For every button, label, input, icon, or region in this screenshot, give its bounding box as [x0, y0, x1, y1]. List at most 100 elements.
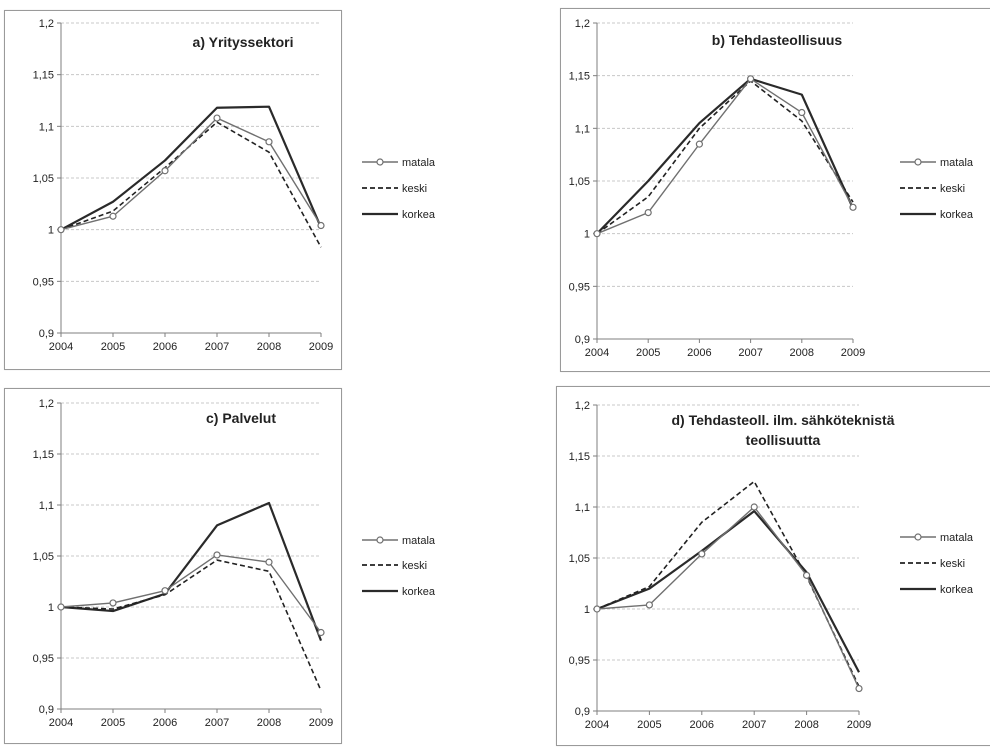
chart-panel-d: 0,9 0,95 1 1,05 1,1 1,15 1,2 2004 2005 2006 2007 20…: [556, 386, 990, 746]
x-tick-label: 2005: [636, 347, 660, 359]
data-point-matala: [265, 558, 273, 566]
data-point-matala: [265, 138, 273, 146]
y-tick-label: 1: [584, 229, 590, 241]
data-point-matala: [798, 108, 806, 117]
x-tick-label: 2006: [687, 347, 711, 359]
x-tick-label: 2008: [794, 719, 818, 731]
chart-title: c) Palvelut: [206, 410, 276, 426]
data-point-matala: [698, 550, 706, 558]
x-tick-label: 2009: [309, 717, 333, 729]
x-tick-label: 2005: [101, 717, 125, 729]
chart-panel-a: 0,9 0,95 1 1,05 1,1 1,15 1,2 2004 2005 2006 2007 20…: [4, 10, 342, 370]
series-line-keski: [596, 80, 854, 235]
legend-marker: [376, 158, 384, 166]
y-tick-label: 0,95: [569, 281, 590, 293]
series-line-korkea: [60, 501, 323, 642]
data-point-matala: [317, 221, 325, 230]
data-point-matala: [57, 603, 65, 611]
series-line-keski: [596, 480, 860, 687]
data-point-matala: [644, 209, 652, 217]
legend-label-keski: keski: [402, 183, 427, 195]
x-tick-label: 2009: [847, 719, 871, 731]
data-point-matala: [695, 140, 703, 148]
y-tick-label: 0,9: [39, 328, 54, 340]
y-tick-label: 0,9: [39, 704, 54, 716]
chart-panel-b: 0,9 0,95 1 1,05 1,1 1,15 1,2 2004 2005 2006 2007 20…: [560, 8, 990, 372]
y-tick-label: 0,9: [575, 706, 590, 718]
x-tick-label: 2009: [309, 341, 333, 353]
data-point-matala: [750, 503, 758, 511]
data-point-matala: [161, 587, 169, 595]
y-tick-label: 1,1: [575, 502, 590, 514]
data-point-matala: [593, 230, 601, 238]
y-tick-label: 1,1: [39, 121, 54, 133]
series-line-matala: [596, 506, 860, 689]
y-tick-label: 1,2: [39, 398, 54, 410]
series-line-matala: [60, 554, 322, 633]
y-tick-label: 1,05: [33, 173, 54, 185]
y-tick-label: 0,9: [575, 334, 590, 346]
data-point-matala: [109, 212, 117, 220]
data-point-matala: [109, 599, 117, 607]
data-point-matala: [317, 628, 325, 637]
x-tick-label: 2004: [49, 341, 73, 353]
data-point-matala: [161, 167, 169, 175]
series-line-korkea: [60, 105, 323, 231]
chart-panel-c: 0,9 0,95 1 1,05 1,1 1,15 1,2 2004 2005 2006 2007 20…: [4, 388, 342, 744]
y-tick-label: 1,05: [33, 551, 54, 563]
legend-label-matala: matala: [402, 157, 436, 169]
y-tick-label: 1,2: [575, 18, 590, 30]
x-tick-label: 2004: [49, 717, 73, 729]
y-tick-label: 1,1: [575, 123, 590, 135]
data-point-matala: [645, 601, 654, 609]
x-tick-label: 2006: [153, 717, 177, 729]
x-tick-label: 2008: [257, 341, 281, 353]
x-tick-label: 2006: [153, 341, 177, 353]
chart-svg: 0,9 0,95 1 1,05 1,1 1,15 1,2 2004 2005 2006 2007 20…: [33, 18, 334, 353]
series-line-korkea: [596, 77, 855, 235]
x-tick-label: 2004: [585, 719, 609, 731]
y-tick-label: 1,15: [569, 451, 590, 463]
x-tick-label: 2007: [205, 717, 229, 729]
data-point-matala: [213, 114, 221, 122]
x-tick-label: 2005: [101, 341, 125, 353]
x-tick-label: 2006: [690, 719, 714, 731]
y-tick-label: 1,2: [39, 18, 54, 30]
series-line-matala: [596, 78, 854, 235]
x-tick-label: 2004: [585, 347, 609, 359]
data-point-matala: [593, 605, 601, 613]
y-tick-label: 0,95: [33, 653, 54, 665]
chart-title: d) Tehdasteoll. ilm. sähköteknistä: [671, 412, 894, 428]
data-point-matala: [213, 551, 221, 559]
y-tick-label: 1,05: [569, 553, 590, 565]
x-tick-label: 2007: [742, 719, 766, 731]
legend-label-matala: matala: [402, 535, 436, 547]
y-tick-label: 1,15: [33, 449, 54, 461]
chart-svg: 0,9 0,95 1 1,05 1,1 1,15 1,2 2004 2005 2006 2007 20…: [33, 398, 334, 729]
x-tick-label: 2007: [738, 347, 762, 359]
y-tick-label: 1: [584, 604, 590, 616]
data-point-matala: [803, 571, 811, 579]
series-line-matala: [60, 117, 322, 231]
x-tick-label: 2008: [257, 717, 281, 729]
legend-label-keski: keski: [402, 560, 427, 572]
x-tick-label: 2005: [637, 719, 661, 731]
chart-title: a) Yrityssektori: [193, 34, 294, 50]
y-tick-label: 1,1: [39, 500, 54, 512]
legend-marker: [376, 536, 384, 544]
legend-label-korkea: korkea: [402, 209, 436, 221]
y-tick-label: 1,2: [575, 400, 590, 412]
chart-title: teollisuutta: [746, 432, 821, 448]
x-tick-label: 2009: [841, 347, 865, 359]
y-tick-label: 1: [48, 225, 54, 237]
data-point-matala: [855, 684, 863, 693]
y-tick-label: 1: [48, 602, 54, 614]
x-tick-label: 2008: [790, 347, 814, 359]
legend-label-korkea: korkea: [402, 586, 436, 598]
series-line-keski: [60, 121, 322, 248]
chart-svg: 0,9 0,95 1 1,05 1,1 1,15 1,2 2004 2005 2006 2007 20…: [569, 18, 866, 359]
data-point-matala: [57, 226, 65, 234]
chart-svg: 0,9 0,95 1 1,05 1,1 1,15 1,2 2004 2005 2006 2007 20…: [569, 400, 895, 731]
series-line-keski: [60, 559, 322, 691]
y-tick-label: 1,15: [569, 71, 590, 83]
